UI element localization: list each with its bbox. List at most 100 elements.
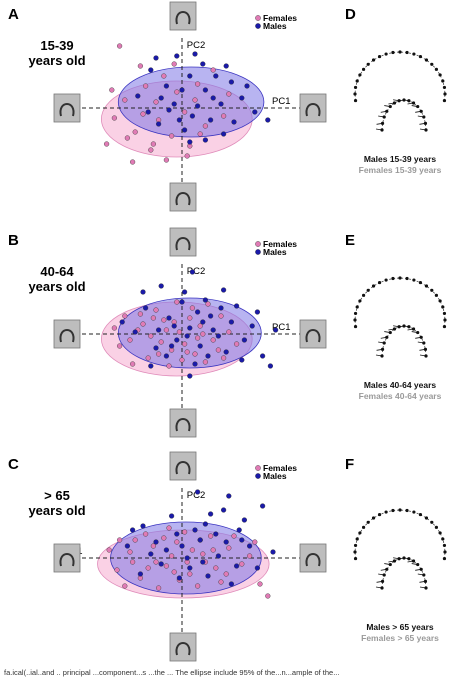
displacement-vector: [417, 341, 424, 344]
outer-landmark: [430, 288, 434, 292]
age-group-line2: years old: [28, 53, 85, 68]
figure-caption: fa.ical(..ial..and .. principal ...compo…: [4, 668, 339, 677]
displacement-vector: [388, 102, 395, 105]
displacement-vector: [419, 128, 427, 131]
females-point: [150, 315, 157, 321]
males-point: [213, 531, 219, 537]
outer-landmark: [353, 543, 358, 548]
displacement-vector: [388, 560, 395, 563]
age-group-line1: > 65: [44, 488, 70, 503]
legend-marker-males: [255, 249, 261, 255]
females-point: [226, 91, 232, 97]
males-point: [192, 51, 198, 57]
females-point: [124, 135, 131, 141]
females-point: [163, 563, 170, 569]
displacement-vector: [378, 573, 385, 576]
females-point: [176, 329, 183, 335]
outer-landmark: [398, 508, 402, 512]
displacement-vector: [388, 328, 395, 331]
displacement-vector: [407, 102, 414, 105]
males-point: [153, 55, 159, 61]
females-point: [226, 545, 232, 551]
panel-letter: D: [345, 6, 356, 23]
females-point: [161, 317, 167, 323]
pc2-positive-thumbnail: [169, 1, 197, 31]
legend-marker-females: [255, 241, 261, 247]
males-point: [148, 551, 154, 557]
males-point: [221, 131, 227, 137]
females-point: [163, 157, 170, 163]
displacement-vector: [380, 568, 387, 571]
displacement-vector: [419, 122, 426, 125]
males-point: [163, 547, 170, 553]
outer-landmark: [418, 280, 423, 285]
displacement-vector: [407, 560, 414, 563]
males-point: [208, 313, 214, 319]
males-point: [223, 349, 229, 355]
females-point: [184, 153, 190, 159]
displacement-vector: [378, 341, 385, 344]
outer-landmark: [353, 556, 358, 561]
males-point: [239, 95, 245, 101]
males-point: [267, 363, 274, 369]
females-point: [234, 341, 240, 347]
females-points: [106, 525, 271, 599]
males-point: [174, 53, 180, 59]
pc2-label: PC2: [187, 40, 205, 51]
outer-landmark: [355, 79, 359, 83]
inner-contour: [381, 325, 427, 357]
outer-landmark: [371, 58, 376, 62]
pc1-negative-thumbnail: [53, 93, 81, 123]
pc1-positive-ear-glyph: [305, 329, 321, 343]
inner-landmark: [411, 559, 416, 563]
females-point: [252, 539, 258, 545]
pc2-label: PC2: [187, 266, 205, 277]
outer-landmark: [391, 276, 395, 281]
females-point: [166, 525, 172, 531]
pc2-positive-thumbnail: [169, 227, 197, 257]
males-point: [195, 489, 201, 495]
legend-marker-males: [255, 473, 261, 479]
females-point: [132, 537, 138, 543]
females-point: [182, 109, 188, 115]
females-point: [182, 529, 188, 535]
males-point: [210, 327, 216, 333]
displacement-vector: [419, 580, 426, 583]
outer-landmark: [442, 543, 447, 548]
displacement-vector: [384, 105, 391, 107]
outer-landmark: [418, 54, 423, 59]
outer-landmark: [412, 278, 416, 282]
females-point: [195, 583, 201, 589]
females-point: [197, 323, 203, 329]
outer-landmark: [430, 520, 434, 524]
males-point: [223, 63, 229, 69]
ear-outline-comparison: [353, 50, 447, 132]
pc1-negative-ear-glyph: [59, 553, 75, 567]
females-point: [213, 565, 219, 571]
females-point: [153, 307, 159, 313]
males-point: [184, 333, 190, 339]
females-point: [150, 543, 157, 549]
outer-landmark: [443, 550, 447, 554]
outer-landmark: [405, 50, 409, 55]
females-point: [109, 87, 115, 93]
males-point: [228, 581, 235, 587]
outer-landmark: [405, 276, 409, 281]
outer-landmark: [377, 54, 382, 59]
females-points: [111, 299, 240, 369]
males-point: [166, 107, 172, 113]
panel-letter: A: [8, 6, 19, 23]
legend-label-females: Females: [263, 239, 297, 249]
females-point: [195, 335, 201, 341]
males-point: [145, 109, 151, 115]
outer-landmark: [441, 537, 445, 541]
outer-landmark: [358, 73, 362, 77]
outer-landmark: [355, 305, 359, 309]
panel-letter: C: [8, 456, 19, 473]
inner-landmark: [422, 573, 426, 577]
males-point: [215, 333, 222, 339]
displacement-vector: [384, 331, 391, 333]
pc2-positive-thumbnail: [169, 451, 197, 481]
